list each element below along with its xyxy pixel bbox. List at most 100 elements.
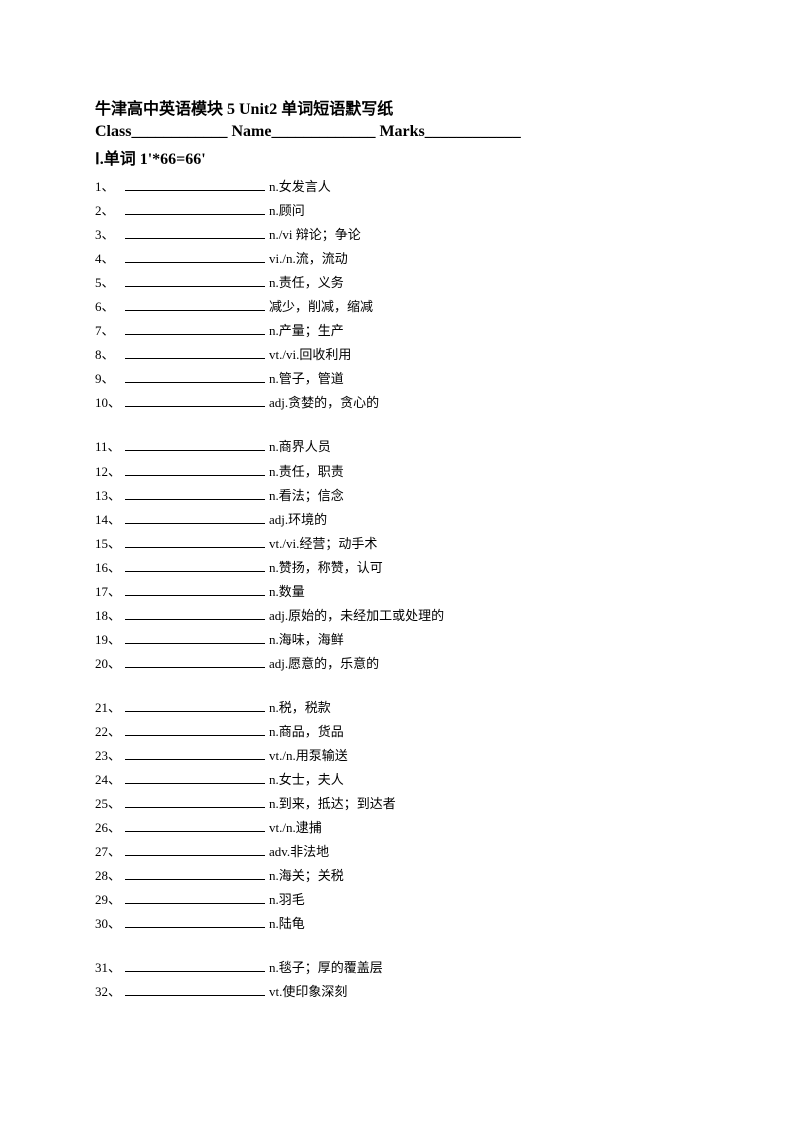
item-definition: n.税，税款 xyxy=(269,696,331,720)
marks-blank: ____________ xyxy=(425,123,521,140)
class-label: Class xyxy=(95,123,131,140)
answer-blank xyxy=(125,262,265,263)
answer-blank xyxy=(125,903,265,904)
list-item: 18、 adj.原始的，未经加工或处理的 xyxy=(95,604,703,628)
item-definition: n.商品，货品 xyxy=(269,720,344,744)
answer-blank xyxy=(125,238,265,239)
list-item: 8、 vt./vi.回收利用 xyxy=(95,343,703,367)
item-definition: n.看法；信念 xyxy=(269,484,344,508)
item-number: 30、 xyxy=(95,912,125,936)
answer-blank xyxy=(125,831,265,832)
list-item: 11、n.商界人员 xyxy=(95,435,703,459)
item-number: 20、 xyxy=(95,652,125,676)
answer-blank xyxy=(125,358,265,359)
item-definition: n.毯子；厚的覆盖层 xyxy=(269,956,383,980)
item-definition: n.产量；生产 xyxy=(269,319,344,343)
answer-blank xyxy=(125,855,265,856)
item-number: 21、 xyxy=(95,696,125,720)
item-definition: vt./vi.经营；动手术 xyxy=(269,532,377,556)
item-number: 7、 xyxy=(95,319,125,343)
answer-blank xyxy=(125,595,265,596)
list-item: 3、n./vi 辩论；争论 xyxy=(95,223,703,247)
list-item: 14、adj.环境的 xyxy=(95,508,703,532)
item-number: 27、 xyxy=(95,840,125,864)
item-definition: n.陆龟 xyxy=(269,912,305,936)
item-definition: n.羽毛 xyxy=(269,888,305,912)
answer-blank xyxy=(125,995,265,996)
answer-blank xyxy=(125,450,265,451)
answer-blank xyxy=(125,735,265,736)
list-item: 1、n.女发言人 xyxy=(95,175,703,199)
item-definition: adv.非法地 xyxy=(269,840,329,864)
list-item: 20、 adj.愿意的，乐意的 xyxy=(95,652,703,676)
list-item: 29、n.羽毛 xyxy=(95,888,703,912)
item-number: 23、 xyxy=(95,744,125,768)
list-item: 15、 vt./vi.经营；动手术 xyxy=(95,532,703,556)
group-gap xyxy=(95,676,703,696)
item-definition: n.责任，职责 xyxy=(269,460,344,484)
item-definition: n.赞扬，称赞，认可 xyxy=(269,556,383,580)
answer-blank xyxy=(125,879,265,880)
list-item: 26、 vt./n.逮捕 xyxy=(95,816,703,840)
answer-blank xyxy=(125,971,265,972)
item-number: 22、 xyxy=(95,720,125,744)
list-item: 25、n.到来，抵达；到达者 xyxy=(95,792,703,816)
answer-blank xyxy=(125,807,265,808)
answer-blank xyxy=(125,382,265,383)
item-definition: vt./n.逮捕 xyxy=(269,816,322,840)
item-definition: adj.贪婪的，贪心的 xyxy=(269,391,379,415)
header-line: Class ____________ Name_____________ Mark… xyxy=(95,123,703,141)
list-item: 7、 n.产量；生产 xyxy=(95,319,703,343)
item-definition: n.商界人员 xyxy=(269,435,331,459)
item-definition: n.到来，抵达；到达者 xyxy=(269,792,396,816)
item-number: 28、 xyxy=(95,864,125,888)
item-number: 26、 xyxy=(95,816,125,840)
answer-blank xyxy=(125,523,265,524)
answer-blank xyxy=(125,547,265,548)
name-blank: _____________ xyxy=(271,123,375,140)
list-item: 23、 vt./n.用泵输送 xyxy=(95,744,703,768)
list-item: 17、n.数量 xyxy=(95,580,703,604)
item-number: 5、 xyxy=(95,271,125,295)
item-number: 2、 xyxy=(95,199,125,223)
answer-blank xyxy=(125,619,265,620)
list-item: 13、n.看法；信念 xyxy=(95,484,703,508)
item-number: 10、 xyxy=(95,391,125,415)
item-number: 18、 xyxy=(95,604,125,628)
item-number: 15、 xyxy=(95,532,125,556)
item-definition: 减少，削减，缩减 xyxy=(269,295,373,319)
item-number: 4、 xyxy=(95,247,125,271)
item-definition: adj.愿意的，乐意的 xyxy=(269,652,379,676)
answer-blank xyxy=(125,310,265,311)
answer-blank xyxy=(125,643,265,644)
list-item: 5、n.责任，义务 xyxy=(95,271,703,295)
marks-label: Marks xyxy=(379,123,424,140)
item-number: 8、 xyxy=(95,343,125,367)
answer-blank xyxy=(125,475,265,476)
item-number: 1、 xyxy=(95,175,125,199)
item-definition: n./vi 辩论；争论 xyxy=(269,223,361,247)
answer-blank xyxy=(125,214,265,215)
item-definition: adj.原始的，未经加工或处理的 xyxy=(269,604,444,628)
answer-blank xyxy=(125,667,265,668)
answer-blank xyxy=(125,783,265,784)
item-number: 31、 xyxy=(95,956,125,980)
item-number: 16、 xyxy=(95,556,125,580)
answer-blank xyxy=(125,499,265,500)
list-item: 31、 n.毯子；厚的覆盖层 xyxy=(95,956,703,980)
item-definition: n.海味，海鲜 xyxy=(269,628,344,652)
item-definition: vt./vi.回收利用 xyxy=(269,343,351,367)
item-number: 17、 xyxy=(95,580,125,604)
answer-blank xyxy=(125,406,265,407)
list-item: 21、 n.税，税款 xyxy=(95,696,703,720)
list-item: 12、n.责任，职责 xyxy=(95,460,703,484)
item-definition: vt./n.用泵输送 xyxy=(269,744,348,768)
item-number: 6、 xyxy=(95,295,125,319)
list-item: 24、n.女士，夫人 xyxy=(95,768,703,792)
answer-blank xyxy=(125,334,265,335)
answer-blank xyxy=(125,286,265,287)
list-item: 32、vt.使印象深刻 xyxy=(95,980,703,1004)
answer-blank xyxy=(125,927,265,928)
name-label: Name xyxy=(231,123,271,140)
item-number: 9、 xyxy=(95,367,125,391)
